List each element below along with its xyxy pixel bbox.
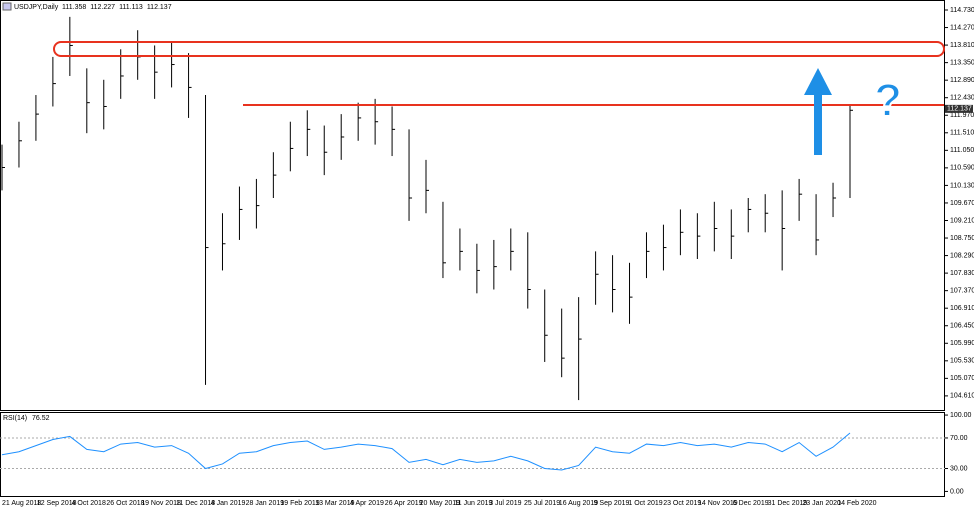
y-tick-label: 111.970 bbox=[950, 112, 974, 119]
y-tick-label: 105.990 bbox=[950, 340, 974, 347]
rsi-panel bbox=[0, 412, 945, 497]
symbol-icon bbox=[2, 2, 12, 11]
x-tick-label: 20 May 2019 bbox=[420, 500, 461, 507]
x-tick-label: 13 Mar 2019 bbox=[315, 500, 354, 507]
y-tick-label: 70.00 bbox=[950, 435, 968, 442]
x-tick-label: 4 Jan 2019 bbox=[211, 500, 246, 507]
x-tick-label: 26 Apr 2019 bbox=[385, 500, 423, 507]
y-tick-label: 113.810 bbox=[950, 42, 974, 49]
x-tick-label: 31 Dec 2019 bbox=[768, 500, 808, 507]
y-tick-label: 108.290 bbox=[950, 252, 974, 259]
x-tick-label: 4 Apr 2019 bbox=[350, 500, 384, 507]
y-tick-label: 111.510 bbox=[950, 130, 974, 137]
y-tick-label: 111.050 bbox=[950, 147, 974, 154]
y-tick-label: 106.450 bbox=[950, 323, 974, 330]
rsi-name: RSI(14) bbox=[3, 415, 27, 422]
y-tick-label: 112.430 bbox=[950, 95, 974, 102]
x-tick-label: 11 Dec 2018 bbox=[176, 500, 215, 507]
up-arrow bbox=[804, 68, 832, 155]
question-mark: ? bbox=[874, 74, 902, 126]
price-panel bbox=[0, 0, 945, 411]
x-tick-label: 3 Jul 2019 bbox=[489, 500, 521, 507]
y-tick-label: 112.890 bbox=[950, 77, 974, 84]
x-tick-label: 25 Jul 2019 bbox=[524, 500, 560, 507]
y-tick-label: 109.210 bbox=[950, 217, 974, 224]
x-tick-label: 19 Feb 2019 bbox=[280, 500, 319, 507]
ohlc: 111.358 112.227 111.113 112.137 bbox=[62, 4, 172, 11]
y-tick-label: 114.270 bbox=[950, 24, 974, 31]
price-tag bbox=[945, 104, 973, 113]
y-tick-label: 109.670 bbox=[950, 200, 974, 207]
symbol: USDJPY,Daily bbox=[14, 4, 59, 11]
y-tick-label: 107.830 bbox=[950, 270, 974, 277]
y-tick-label: 108.750 bbox=[950, 235, 974, 242]
x-tick-label: 14 Nov 2019 bbox=[698, 500, 738, 507]
x-tick-label: 1 Oct 2019 bbox=[628, 500, 662, 507]
y-tick-label: 114.730 bbox=[950, 7, 974, 14]
x-tick-label: 16 Aug 2019 bbox=[559, 500, 598, 507]
y-tick-label: 104.610 bbox=[950, 393, 974, 400]
x-tick-label: 11 Jun 2019 bbox=[454, 500, 492, 507]
x-tick-label: 28 Jan 2019 bbox=[246, 500, 285, 507]
x-tick-label: 12 Sep 2018 bbox=[37, 500, 77, 507]
y-tick-label: 110.590 bbox=[950, 165, 974, 172]
ohlc-value: 111.358 bbox=[62, 4, 86, 11]
ohlc-value: 112.227 bbox=[90, 4, 115, 11]
x-tick-label: 23 Oct 2019 bbox=[663, 500, 701, 507]
x-tick-label: 19 Nov 2018 bbox=[141, 500, 181, 507]
x-tick-label: 21 Aug 2018 bbox=[2, 500, 41, 507]
resistance-zone bbox=[53, 41, 945, 57]
y-tick-label: 106.910 bbox=[950, 305, 974, 312]
y-tick-label: 0.00 bbox=[950, 488, 964, 495]
y-tick-label: 105.070 bbox=[950, 375, 974, 382]
y-tick-label: 105.530 bbox=[950, 358, 974, 365]
y-tick-label: 110.130 bbox=[950, 182, 974, 189]
rsi-value: 76.52 bbox=[32, 415, 50, 422]
x-tick-label: 6 Dec 2019 bbox=[733, 500, 769, 507]
x-tick-label: 23 Jan 2020 bbox=[802, 500, 841, 507]
ohlc-value: 112.137 bbox=[147, 4, 172, 11]
ohlc-value: 111.113 bbox=[119, 4, 143, 11]
x-tick-label: 14 Feb 2020 bbox=[837, 500, 876, 507]
price-tag-label: 112.137 bbox=[947, 106, 972, 113]
y-tick-label: 100.00 bbox=[950, 412, 972, 419]
y-tick-label: 107.370 bbox=[950, 287, 974, 294]
rsi-line bbox=[1, 432, 851, 471]
y-tick-label: 30.00 bbox=[950, 465, 968, 472]
x-tick-label: 26 Oct 2018 bbox=[106, 500, 144, 507]
x-tick-label: 9 Sep 2019 bbox=[594, 500, 630, 507]
x-tick-label: 4 Oct 2018 bbox=[72, 500, 106, 507]
y-tick-label: 113.350 bbox=[950, 59, 974, 66]
